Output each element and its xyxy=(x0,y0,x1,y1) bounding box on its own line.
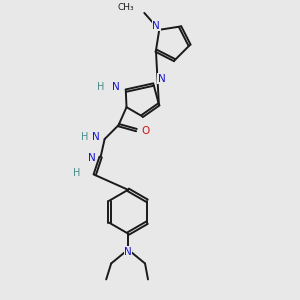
Text: N: N xyxy=(124,247,132,256)
Text: N: N xyxy=(92,132,100,142)
Text: CH₃: CH₃ xyxy=(118,3,134,12)
Text: N: N xyxy=(152,21,160,31)
Text: O: O xyxy=(141,126,150,136)
Text: N: N xyxy=(112,82,120,92)
Text: H: H xyxy=(74,168,81,178)
Text: H: H xyxy=(97,82,104,92)
Text: N: N xyxy=(158,74,165,83)
Text: N: N xyxy=(88,153,96,163)
Text: H: H xyxy=(81,132,89,142)
